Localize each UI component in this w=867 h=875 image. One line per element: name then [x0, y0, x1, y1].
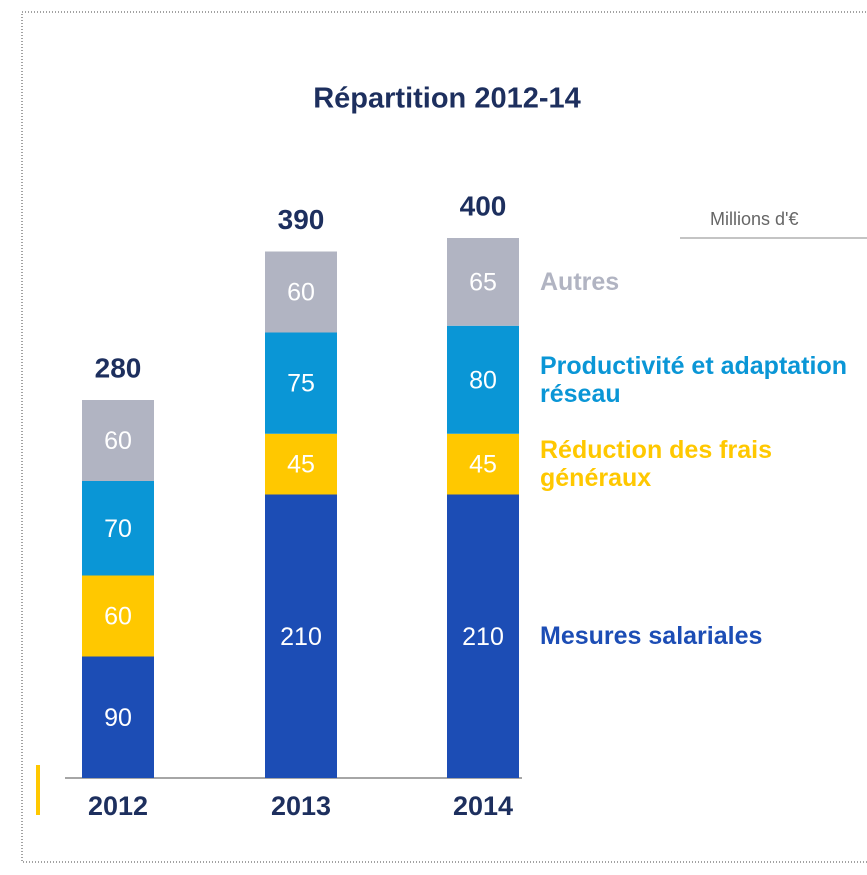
bar-segment	[447, 433, 519, 495]
bar-segment	[447, 494, 519, 778]
legend-entry: Autres	[540, 267, 620, 296]
segment-label: 60	[287, 279, 315, 307]
segment-label: 60	[104, 427, 132, 455]
legend-entry: Réduction des frais généraux	[540, 436, 772, 493]
segment-label: 60	[104, 603, 132, 631]
bar-segment	[265, 332, 337, 434]
bar-segment	[265, 433, 337, 495]
segment-label: 70	[104, 515, 132, 543]
bar-segment	[447, 238, 519, 326]
segment-label: 65	[469, 268, 497, 296]
segment-label: 210	[462, 623, 504, 651]
segment-label: 45	[469, 451, 497, 479]
segment-label: 210	[280, 623, 322, 651]
x-tick-label: 2013	[271, 791, 331, 821]
total-label: 390	[278, 204, 325, 235]
segment-label: 80	[469, 366, 497, 394]
legend-entry: Productivité et adaptation réseau	[540, 351, 847, 408]
bar-segment	[447, 325, 519, 434]
accent-bar	[36, 765, 40, 815]
unit-label: Millions d'€	[710, 209, 798, 229]
segment-label: 90	[104, 704, 132, 732]
segment-label: 75	[287, 370, 315, 398]
x-tick-label: 2012	[88, 791, 148, 821]
bar-segment	[265, 494, 337, 778]
total-label: 280	[95, 352, 142, 383]
frame	[21, 11, 867, 863]
bar-segment	[82, 400, 154, 481]
legend-entry: Mesures salariales	[540, 622, 763, 651]
bar-segment	[82, 656, 154, 778]
bar-segment	[82, 575, 154, 657]
bar-segment	[82, 481, 154, 576]
x-tick-label: 2014	[453, 791, 513, 821]
bar-segment	[265, 251, 337, 333]
total-label: 400	[460, 190, 507, 221]
segment-label: 45	[287, 451, 315, 479]
chart-title: Répartition 2012-14	[313, 83, 581, 115]
